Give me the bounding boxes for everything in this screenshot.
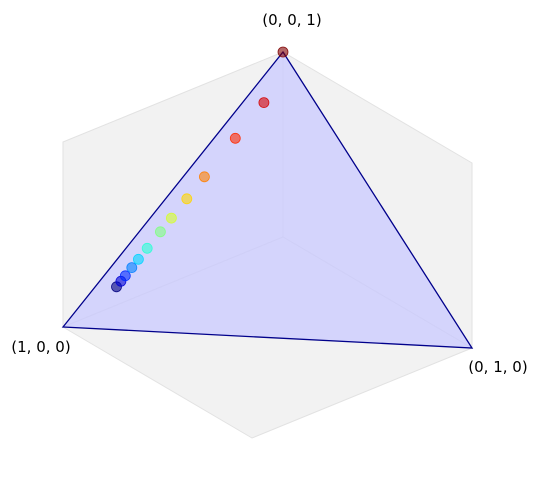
data-point bbox=[258, 97, 270, 108]
data-point bbox=[165, 212, 177, 224]
data-point bbox=[277, 46, 289, 58]
vertex-label-z: (0, 0, 1) bbox=[262, 11, 321, 29]
trajectory-points bbox=[111, 46, 289, 293]
simplex-triangle bbox=[61, 50, 474, 349]
vertex-label-x: (1, 0, 0) bbox=[11, 338, 70, 356]
data-point bbox=[126, 262, 138, 274]
vertex-labels: (1, 0, 0) (0, 1, 0) (0, 0, 1) bbox=[11, 11, 527, 376]
vertex-label-y: (0, 1, 0) bbox=[468, 358, 527, 376]
data-point bbox=[229, 132, 241, 144]
data-point bbox=[154, 226, 166, 238]
simplex-face bbox=[61, 50, 474, 349]
data-point bbox=[141, 242, 153, 254]
data-point bbox=[198, 171, 210, 183]
data-point bbox=[181, 193, 193, 205]
data-point bbox=[119, 270, 131, 282]
data-point bbox=[132, 253, 144, 265]
